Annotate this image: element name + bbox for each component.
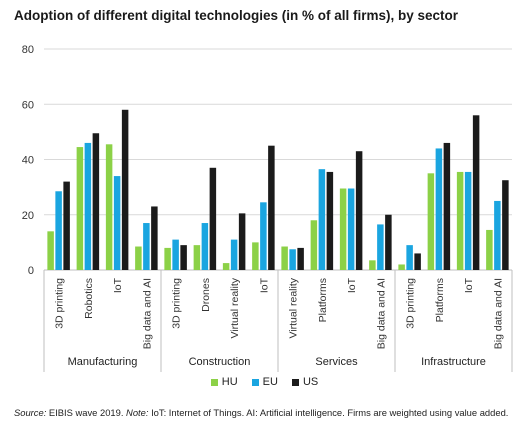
bar-us (326, 171, 334, 270)
bar-eu (55, 191, 62, 270)
sector-label: Services (315, 356, 358, 368)
bar-eu (143, 223, 150, 270)
bar-eu (318, 169, 326, 270)
legend-label-us: US (302, 376, 319, 388)
bar-hu (252, 242, 259, 270)
x-tick-label: Robotics (83, 278, 95, 319)
bar-eu (172, 239, 179, 270)
y-tick-label: 20 (22, 210, 34, 222)
x-tick-label: Virtual reality (288, 277, 300, 338)
x-tick-label: Big data and AI (492, 278, 504, 349)
legend-swatch-eu (251, 378, 259, 386)
x-tick-label: Platforms (317, 278, 329, 322)
source-note: Source: EIBIS wave 2019. Note: IoT: Inte… (14, 407, 508, 418)
bar-hu (398, 264, 405, 270)
bar-us (92, 133, 100, 270)
bar-eu (494, 200, 501, 270)
bar-hu (427, 173, 435, 270)
x-tick-label: 3D printing (171, 278, 183, 329)
bar-eu (260, 202, 267, 270)
bar-hu (222, 263, 230, 270)
bar-us (121, 109, 129, 271)
bar-hu (193, 245, 201, 270)
legend-swatch-hu (210, 378, 218, 386)
bar-us (502, 180, 509, 270)
x-tick-label: Big data and AI (141, 278, 153, 349)
bar-us (385, 214, 392, 270)
y-tick-label: 60 (22, 99, 34, 111)
x-tick-label: IoT (463, 277, 475, 293)
bar-hu (310, 220, 318, 270)
bar-eu (230, 239, 238, 270)
x-tick-label: 3D printing (405, 278, 417, 329)
bar-hu (47, 231, 54, 270)
legend-item-hu: HU (210, 376, 238, 388)
bar-us (268, 145, 275, 270)
bar-eu (84, 142, 92, 270)
x-axis-sector-labels: Manufacturing Construction Services Infrast… (43, 270, 513, 372)
bar-hu (486, 229, 493, 270)
bar-us (209, 167, 217, 270)
bar-hu (76, 147, 84, 270)
bar-eu (113, 176, 121, 270)
bar-eu (201, 223, 209, 270)
bar-us (151, 206, 158, 270)
legend: HU EU US (0, 376, 529, 388)
x-tick-label: Platforms (434, 278, 446, 322)
x-tick-label: IoT (258, 277, 270, 293)
source-text: EIBIS wave 2019. (46, 407, 127, 418)
bar-hu (339, 188, 347, 270)
bar-hu (369, 260, 376, 270)
bar-eu (377, 224, 384, 270)
y-tick-label: 80 (22, 44, 34, 56)
sector-label: Construction (189, 356, 251, 368)
bar-us (238, 213, 246, 270)
legend-swatch-us (291, 378, 299, 386)
y-axis-ticks: 0 20 40 60 80 (22, 44, 34, 277)
bar-us (443, 142, 451, 270)
bar-us (63, 181, 70, 270)
bar-us (297, 247, 304, 270)
bars (47, 109, 509, 271)
x-tick-label: IoT (112, 277, 124, 293)
legend-item-us: US (291, 376, 319, 388)
bar-eu (464, 171, 472, 270)
legend-label-hu: HU (221, 376, 238, 388)
bar-eu (347, 188, 355, 270)
x-tick-label: 3D printing (54, 278, 66, 329)
y-tick-label: 40 (22, 155, 34, 167)
sector-label: Manufacturing (68, 356, 138, 368)
x-tick-label: Big data and AI (375, 278, 387, 349)
bar-us (472, 115, 480, 270)
bar-hu (456, 171, 464, 270)
bar-eu (406, 245, 413, 270)
bar-hu (105, 144, 113, 270)
y-tick-label: 0 (28, 265, 34, 277)
note-label: Note: (126, 407, 149, 418)
bar-hu (135, 246, 142, 270)
bar-us (414, 253, 421, 270)
source-label: Source: (14, 407, 47, 418)
bar-eu (435, 148, 443, 270)
sector-label: Infrastructure (421, 356, 486, 368)
x-tick-label: Drones (200, 278, 212, 312)
x-tick-label: Virtual reality (229, 277, 241, 338)
note-text: IoT: Internet of Things. AI: Artificial … (148, 407, 509, 418)
legend-item-eu: EU (251, 376, 278, 388)
x-tick-label: IoT (346, 277, 358, 293)
bar-us (355, 151, 363, 270)
bar-hu (164, 247, 171, 270)
chart-title: Adoption of different digital technologi… (14, 8, 459, 23)
bar-eu (289, 249, 296, 270)
bar-us (180, 245, 187, 270)
legend-label-eu: EU (262, 376, 278, 388)
bar-hu (281, 246, 288, 270)
x-axis-category-labels: 3D printing Robotics IoT Big data and AI 3D … (54, 277, 505, 349)
